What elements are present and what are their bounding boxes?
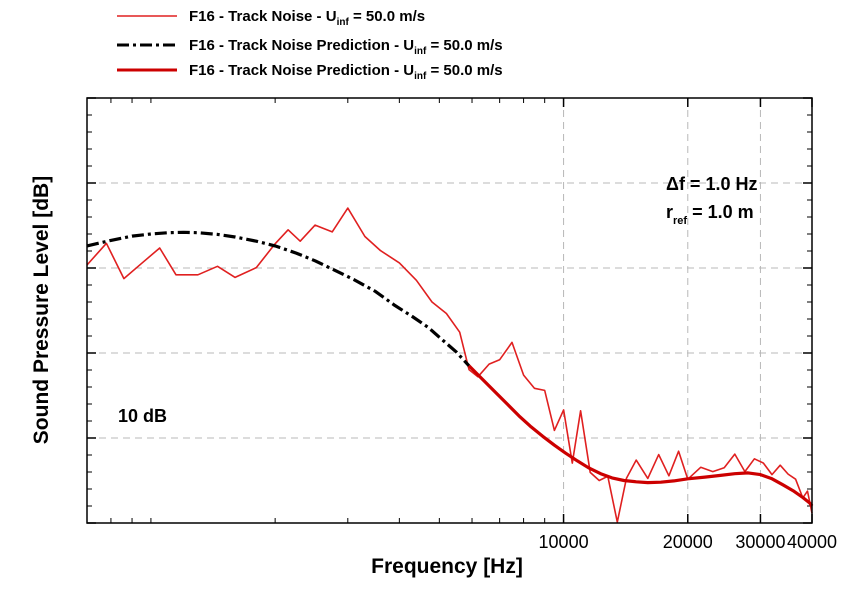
y-axis-label: Sound Pressure Level [dB] [30, 176, 53, 444]
legend-label-3: F16 - Track Noise Prediction - U [189, 62, 414, 79]
legend-sub-2: inf [414, 46, 427, 57]
plot-frame [86, 97, 813, 524]
series-thick-solid [467, 364, 814, 507]
svg-text:rref = 1.0 m: rref = 1.0 m [666, 202, 754, 227]
grid [87, 98, 813, 523]
legend: F16 - Track Noise - Uinf = 50.0 m/s F16 … [117, 8, 503, 82]
legend-label-2: F16 - Track Noise Prediction - U [189, 37, 414, 54]
x-axis-label: Frequency [Hz] [371, 555, 523, 578]
series-dash-dot [86, 230, 471, 367]
delta-f-annotation: Δf = 1.0 Hz [666, 174, 757, 194]
scale-bar-label: 10 dB [118, 406, 167, 426]
legend-tail-2: = 50.0 m/s [426, 37, 502, 54]
series-lines [86, 207, 814, 523]
svg-text:F16 - Track Noise Prediction -: F16 - Track Noise Prediction - Uinf = 50… [189, 62, 503, 82]
legend-sub-3: inf [414, 71, 427, 82]
r-ref-symbol: r [666, 202, 673, 222]
series-thin-solid [86, 207, 813, 523]
x-tick-label: 30000 [735, 532, 785, 552]
r-ref-value: = 1.0 m [687, 202, 754, 222]
svg-text:F16 - Track Noise Prediction -: F16 - Track Noise Prediction - Uinf = 50… [189, 37, 503, 57]
legend-entry-prediction-solid: F16 - Track Noise Prediction - Uinf = 50… [117, 62, 503, 82]
legend-tail-1: = 50.0 m/s [349, 8, 425, 25]
legend-entry-prediction-dashdot: F16 - Track Noise Prediction - Uinf = 50… [117, 37, 503, 57]
x-tick-label: 10000 [539, 532, 589, 552]
svg-text:F16 - Track Noise - Uinf = 50.: F16 - Track Noise - Uinf = 50.0 m/s [189, 8, 425, 28]
x-tick-label: 40000 [787, 532, 837, 552]
r-ref-sub: ref [673, 215, 687, 227]
axis-ticks [87, 97, 813, 524]
legend-label-1: F16 - Track Noise - U [189, 8, 337, 25]
plot-area [86, 97, 814, 524]
legend-tail-3: = 50.0 m/s [426, 62, 502, 79]
legend-entry-track-noise: F16 - Track Noise - Uinf = 50.0 m/s [117, 8, 425, 28]
x-tick-label: 20000 [663, 532, 713, 552]
x-tick-labels: 10000 20000 30000 40000 [539, 532, 837, 552]
legend-sub-1: inf [337, 17, 350, 28]
